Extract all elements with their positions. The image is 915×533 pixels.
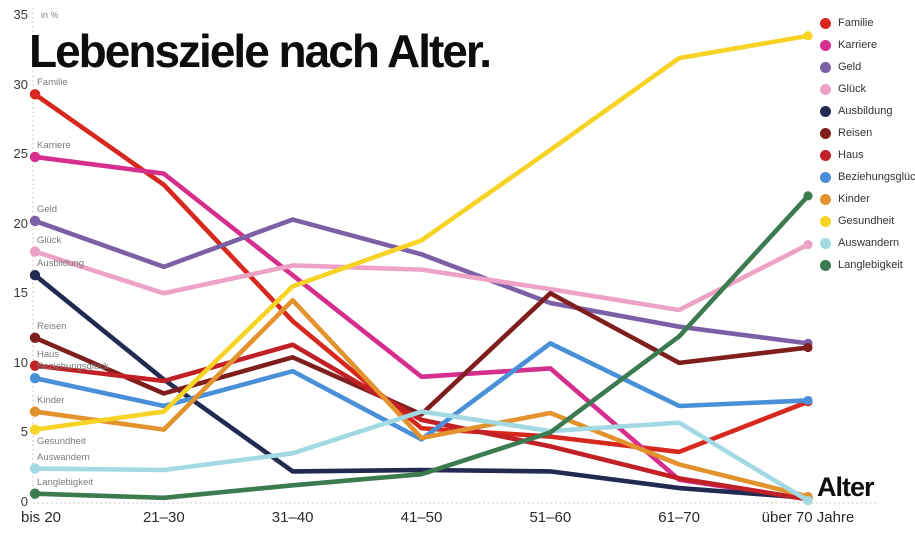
legend-item-geld: Geld xyxy=(815,56,913,78)
series-line-haus xyxy=(32,342,811,502)
x-tick-label: 61–70 xyxy=(658,509,700,526)
page-title: Lebensziele nach Alter. xyxy=(29,25,492,77)
x-tick-label: 41–50 xyxy=(400,509,443,526)
x-tick-label: bis 20 xyxy=(20,509,62,526)
legend-color-dot xyxy=(820,61,831,73)
series-start-label-karriere: Karriere xyxy=(37,139,71,151)
legend-color-dot xyxy=(820,215,831,227)
y-tick-label: 20 xyxy=(13,215,28,231)
series-start-label-haus: Haus xyxy=(37,348,60,360)
x-tick-label: über 70 Jahre xyxy=(761,509,855,526)
series-line-langlebigkeit xyxy=(32,193,811,501)
legend-color-dot xyxy=(820,149,831,161)
legend-item-karriere: Karriere xyxy=(815,34,913,56)
legend-label: Auswandern xyxy=(838,237,900,249)
series-start-label-kinder: Kinder xyxy=(37,394,65,406)
legend-label: Kinder xyxy=(838,193,870,205)
y-tick-label: 30 xyxy=(13,76,28,92)
series-start-dot xyxy=(29,406,41,417)
legend-label: Haus xyxy=(838,149,864,161)
series-end-dot xyxy=(803,191,813,201)
legend-color-dot xyxy=(820,39,831,51)
series-line-geld xyxy=(32,217,811,346)
legend-item-langlebigkeit: Langlebigkeit xyxy=(815,254,913,276)
legend-color-dot xyxy=(820,171,831,183)
x-tick-label: 31–40 xyxy=(271,509,314,526)
series-start-label-geld: Geld xyxy=(37,203,58,215)
legend-color-dot xyxy=(820,193,831,205)
legend-label: Geld xyxy=(838,61,862,73)
series-start-label-auswandern: Auswandern xyxy=(37,451,90,463)
legend-color-dot xyxy=(820,83,831,95)
series-start-dot xyxy=(29,463,41,474)
x-tick-label: 21–30 xyxy=(142,509,185,526)
legend-label: Reisen xyxy=(838,127,873,139)
legend-label: Familie xyxy=(838,17,874,29)
y-tick-label: 5 xyxy=(20,424,28,440)
series-start-dot xyxy=(29,488,41,499)
series-end-dot xyxy=(803,395,813,406)
series-start-label-gesundheit: Gesundheit xyxy=(37,435,86,447)
series-end-dot xyxy=(803,31,813,41)
series-start-label-reisen: Reisen xyxy=(37,320,67,332)
series-start-dot xyxy=(29,332,41,344)
series-end-dot xyxy=(803,496,813,506)
legend-label: Glück xyxy=(838,83,867,95)
legend-item-reisen: Reisen xyxy=(815,122,913,144)
y-tick-label: 10 xyxy=(13,354,28,370)
legend-item-beziehungsglück: Beziehungsglück xyxy=(815,166,915,188)
legend-label: Langlebigkeit xyxy=(838,259,903,271)
y-tick-label: 15 xyxy=(13,285,28,301)
series-start-label-glück: Glück xyxy=(37,234,62,246)
legend-color-dot xyxy=(820,237,831,249)
legend-item-auswandern: Auswandern xyxy=(815,232,913,254)
y-tick-label: 0 xyxy=(20,494,28,509)
legend-label: Beziehungsglück xyxy=(838,171,915,183)
legend-label: Ausbildung xyxy=(838,105,893,117)
legend-item-glück: Glück xyxy=(815,78,913,100)
legend-color-dot xyxy=(820,259,831,271)
legend-item-ausbildung: Ausbildung xyxy=(815,100,913,122)
x-axis-title: Alter xyxy=(817,472,875,502)
legend: Familie Karriere Geld Glück Ausbildung Reisen… xyxy=(815,12,915,276)
series-start-dot xyxy=(29,215,41,227)
series-start-dot xyxy=(29,151,41,163)
series-start-dot xyxy=(29,89,41,100)
series-start-label-langlebigkeit: Langlebigkeit xyxy=(37,476,93,488)
legend-label: Karriere xyxy=(838,39,878,51)
legend-color-dot xyxy=(820,17,831,29)
series-line-auswandern xyxy=(32,409,811,503)
series-start-label-ausbildung: Ausbildung xyxy=(37,258,85,270)
series-line-gesundheit xyxy=(32,33,811,432)
series-line-kinder xyxy=(32,297,811,499)
series-line-beziehungsglück xyxy=(32,341,811,442)
legend-color-dot xyxy=(820,105,831,117)
series-end-dot xyxy=(803,239,813,250)
y-tick-label: 35 xyxy=(13,7,28,22)
series-start-dot xyxy=(29,372,41,384)
legend-item-haus: Haus xyxy=(815,144,913,166)
x-tick-label: 51–60 xyxy=(529,509,572,526)
y-tick-label: 25 xyxy=(13,146,28,162)
legend-item-gesundheit: Gesundheit xyxy=(815,210,913,232)
series-start-dot xyxy=(29,424,41,435)
series-start-dot xyxy=(29,269,41,281)
series-start-dot xyxy=(29,246,41,257)
series-end-dot xyxy=(803,342,813,353)
series-start-label-beziehungsglück: Beziehungsglück xyxy=(37,361,109,373)
series-line-glück xyxy=(32,242,811,313)
series-line-familie xyxy=(32,92,811,455)
y-axis-unit-label: in % xyxy=(41,10,59,20)
series-start-dot xyxy=(29,360,41,371)
legend-color-dot xyxy=(820,127,831,139)
legend-label: Gesundheit xyxy=(838,215,895,227)
series-line-reisen xyxy=(32,290,811,417)
legend-item-familie: Familie xyxy=(815,12,913,34)
series-start-label-familie: Familie xyxy=(37,77,68,89)
legend-item-kinder: Kinder xyxy=(815,188,913,210)
